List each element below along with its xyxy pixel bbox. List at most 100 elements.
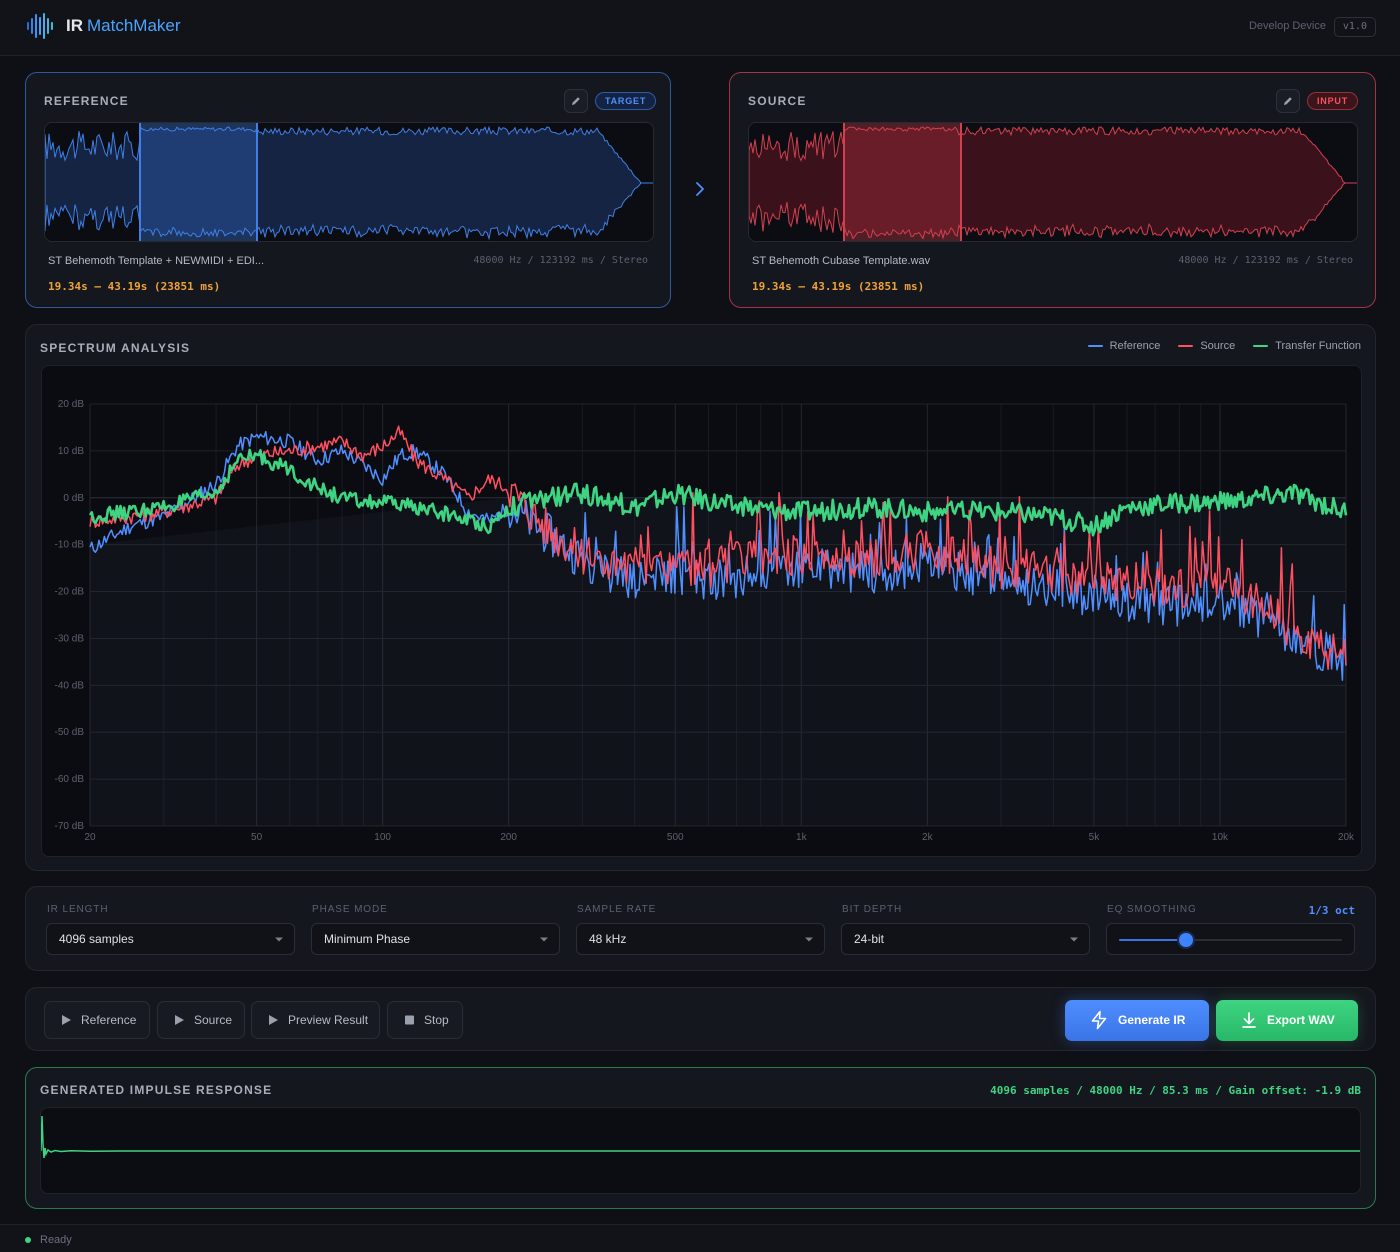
impulse-response-view (40, 1107, 1361, 1194)
play-icon (175, 1015, 184, 1025)
eq-smoothing-label: EQ SMOOTHING (1107, 904, 1197, 915)
y-tick-label: -10 dB (55, 540, 85, 551)
play-source-button[interactable]: Source (157, 1001, 245, 1039)
waveform-shape (749, 125, 1357, 240)
reference-selection-range: 19.34s – 43.19s (23851 ms) (48, 280, 221, 293)
x-tick-label: 5k (1089, 832, 1101, 843)
input-badge: INPUT (1307, 92, 1358, 110)
eq-smoothing-field: EQ SMOOTHING 1/3 oct (1106, 904, 1355, 955)
y-tick-label: -60 dB (55, 774, 85, 785)
spectrum-legend: Reference Source Transfer Function (1087, 340, 1361, 352)
bit-depth-select[interactable]: 24-bit (841, 923, 1090, 955)
source-selection-range: 19.34s – 43.19s (23851 ms) (752, 280, 925, 293)
curve-area-fill (90, 497, 1346, 826)
spectrum-title: SPECTRUM ANALYSIS (40, 341, 191, 355)
x-tick-label: 20 (84, 832, 96, 843)
app-title: IR MatchMaker (66, 16, 181, 35)
x-tick-label: 100 (374, 832, 391, 843)
y-tick-label: 20 dB (58, 399, 84, 410)
phase-mode-label: PHASE MODE (312, 904, 388, 915)
stop-icon (405, 1015, 414, 1025)
status-text: Ready (40, 1234, 72, 1246)
y-tick-label: -20 dB (55, 587, 85, 598)
waveform-shape (45, 125, 653, 241)
lightning-icon (1091, 1010, 1107, 1030)
status-bar: Ready (0, 1224, 1400, 1252)
x-tick-label: 10k (1212, 832, 1229, 843)
sample-rate-field: SAMPLE RATE 48 kHz (576, 904, 825, 955)
export-wav-button[interactable]: Export WAV (1216, 1000, 1358, 1041)
y-tick-label: 0 dB (63, 493, 84, 504)
reference-file-meta: 48000 Hz / 123192 ms / Stereo (473, 255, 648, 266)
chevron-down-icon (805, 937, 813, 942)
phase-mode-field: PHASE MODE Minimum Phase (311, 904, 560, 955)
settings-panel: IR LENGTH 4096 samples PHASE MODE Minimu… (25, 886, 1376, 971)
spectrum-panel: SPECTRUM ANALYSIS Reference Source Trans… (25, 324, 1376, 871)
impulse-response-panel: GENERATED IMPULSE RESPONSE 4096 samples … (25, 1067, 1376, 1209)
slider-fill (1119, 939, 1186, 941)
preview-result-button[interactable]: Preview Result (251, 1001, 380, 1039)
x-tick-label: 20k (1338, 832, 1355, 843)
app-header: IR MatchMaker Develop Device v1.0 (0, 0, 1400, 56)
y-tick-label: -50 dB (55, 727, 85, 738)
chevron-down-icon (1070, 937, 1078, 942)
version-badge: v1.0 (1333, 17, 1376, 37)
slider-track[interactable] (1119, 933, 1342, 947)
bit-depth-field: BIT DEPTH 24-bit (841, 904, 1090, 955)
ir-length-label: IR LENGTH (47, 904, 109, 915)
source-panel: SOURCE INPUT ST Behemoth Cubase Template… (729, 72, 1376, 308)
phase-mode-select[interactable]: Minimum Phase (311, 923, 560, 955)
source-title: SOURCE (748, 94, 807, 108)
ir-length-field: IR LENGTH 4096 samples (46, 904, 295, 955)
waveform-logo-icon (27, 13, 53, 39)
status-indicator (25, 1237, 31, 1243)
source-waveform-graphic (749, 123, 1357, 242)
eq-smoothing-slider[interactable] (1106, 923, 1355, 955)
reference-panel: REFERENCE TARGET ST Behemoth Template + … (25, 72, 671, 308)
y-tick-label: -40 dB (55, 680, 85, 691)
eq-smoothing-value: 1/3 oct (1308, 904, 1355, 917)
ir-length-select[interactable]: 4096 samples (46, 923, 295, 955)
source-waveform[interactable] (748, 122, 1358, 242)
slider-thumb[interactable] (1178, 933, 1193, 947)
reference-title: REFERENCE (44, 94, 129, 108)
play-icon (62, 1015, 71, 1025)
spectrum-chart-graphic: 20 50 100 200 500 1k 2k 5k 10k 20k 20 dB 10 dB 0 dB -… (55, 399, 1356, 843)
reference-waveform[interactable] (44, 122, 654, 242)
chevron-down-icon (275, 937, 283, 942)
legend-source: Source (1178, 340, 1235, 352)
source-file-name: ST Behemoth Cubase Template.wav (752, 255, 931, 267)
y-tick-label: -30 dB (55, 633, 85, 644)
transport-panel: Reference Source Preview Result Stop Gen… (25, 987, 1376, 1051)
series-source (89, 425, 1347, 671)
play-icon (269, 1015, 278, 1025)
pencil-icon (1284, 97, 1292, 105)
legend-reference: Reference (1087, 340, 1160, 352)
selection-region[interactable] (140, 123, 257, 242)
generate-ir-button[interactable]: Generate IR (1065, 1000, 1209, 1041)
play-reference-button[interactable]: Reference (44, 1001, 150, 1039)
x-tick-label: 50 (251, 832, 263, 843)
chevron-right-icon (696, 182, 704, 196)
y-tick-label: -70 dB (55, 821, 85, 832)
pencil-icon (572, 97, 580, 105)
spectrum-chart: 20 50 100 200 500 1k 2k 5k 10k 20k 20 dB 10 dB 0 dB -… (41, 365, 1362, 857)
reference-edit-button[interactable] (564, 89, 588, 113)
x-tick-label: 2k (922, 832, 934, 843)
reference-waveform-graphic (45, 123, 653, 242)
x-tick-label: 200 (500, 832, 517, 843)
sample-rate-label: SAMPLE RATE (577, 904, 657, 915)
device-label: Develop Device (1248, 20, 1326, 32)
source-edit-button[interactable] (1276, 89, 1300, 113)
impulse-response-meta: 4096 samples / 48000 Hz / 85.3 ms / Gain… (990, 1084, 1361, 1097)
sample-rate-select[interactable]: 48 kHz (576, 923, 825, 955)
series-reference (89, 430, 1347, 681)
legend-transfer-function: Transfer Function (1253, 340, 1361, 352)
stop-button[interactable]: Stop (387, 1001, 463, 1039)
series-transfer-function (88, 448, 1348, 537)
chevron-down-icon (540, 937, 548, 942)
target-badge: TARGET (595, 92, 657, 110)
x-tick-label: 1k (796, 832, 808, 843)
source-file-meta: 48000 Hz / 123192 ms / Stereo (1178, 255, 1353, 266)
selection-region[interactable] (844, 123, 961, 242)
